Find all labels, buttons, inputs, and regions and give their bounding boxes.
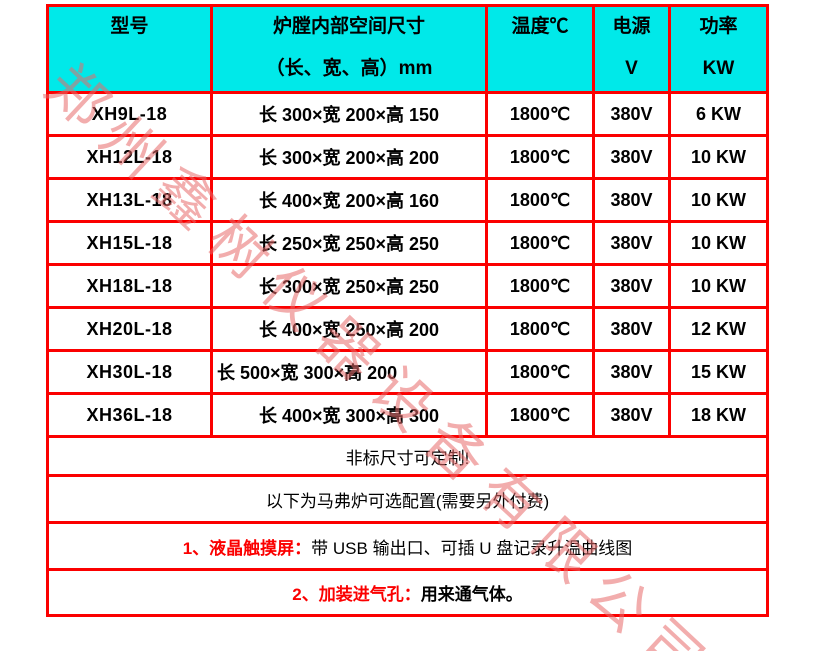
custom-size-note: 非标尺寸可定制! <box>46 435 769 477</box>
temp-cell: 1800℃ <box>485 177 595 223</box>
note-row-option2: 2、加装进气孔：用来通气体。 <box>46 568 769 617</box>
dims-cell: 长 400×宽 200×高 160 <box>210 177 488 223</box>
option2-text: 用来通气体。 <box>420 585 523 604</box>
col-header-volt: 电源 V <box>592 4 671 94</box>
dims-cell: 长 400×宽 300×高 300 <box>210 392 488 438</box>
table-row: XH36L-18 长 400×宽 300×高 300 1800℃ 380V 18… <box>46 392 769 438</box>
col-header-power: 功率 KW <box>668 4 769 94</box>
col-header-dims-line1: 炉膛内部空间尺寸 <box>272 16 425 37</box>
model-cell: XH15L-18 <box>46 220 213 266</box>
dims-cell: 长 300×宽 200×高 200 <box>210 134 488 180</box>
option1-text: 带 USB 输出口、可插 U 盘记录升温曲线图 <box>311 538 633 558</box>
volt-cell: 380V <box>592 306 671 352</box>
col-header-model-line2 <box>51 58 209 80</box>
volt-cell: 380V <box>592 220 671 266</box>
table-row: XH30L-18 长 500×宽 300×高 200 1800℃ 380V 15… <box>46 349 769 395</box>
model-cell: XH20L-18 <box>46 306 213 352</box>
temp-cell: 1800℃ <box>485 220 595 266</box>
dims-cell: 长 300×宽 250×高 250 <box>210 263 488 309</box>
option2-note: 2、加装进气孔：用来通气体。 <box>46 568 769 617</box>
temp-cell: 1800℃ <box>485 263 595 309</box>
temp-cell: 1800℃ <box>485 349 595 395</box>
model-cell: XH12L-18 <box>46 134 213 180</box>
temp-cell: 1800℃ <box>485 306 595 352</box>
volt-cell: 380V <box>592 134 671 180</box>
note-row-optional-header: 以下为马弗炉可选配置(需要另外付费) <box>46 474 769 524</box>
dims-cell: 长 250×宽 250×高 250 <box>210 220 488 266</box>
col-header-model-line1: 型号 <box>110 16 149 37</box>
table-row: XH12L-18 长 300×宽 200×高 200 1800℃ 380V 10… <box>46 134 769 180</box>
col-header-volt-line1: 电源 <box>612 16 651 37</box>
power-cell: 10 KW <box>668 263 769 309</box>
power-cell: 10 KW <box>668 134 769 180</box>
col-header-model: 型号 <box>46 4 213 94</box>
furnace-spec-table: 型号 炉膛内部空间尺寸 （长、宽、高）mm 温度℃ <box>46 4 769 617</box>
power-cell: 12 KW <box>668 306 769 352</box>
col-header-dims-line2: （长、宽、高）mm <box>265 58 433 79</box>
volt-cell: 380V <box>592 349 671 395</box>
model-cell: XH13L-18 <box>46 177 213 223</box>
col-header-temp: 温度℃ <box>485 4 595 94</box>
volt-cell: 380V <box>592 392 671 438</box>
table-row: XH18L-18 长 300×宽 250×高 250 1800℃ 380V 10… <box>46 263 769 309</box>
col-header-volt-line2: V <box>625 58 638 79</box>
spec-table-container: 型号 炉膛内部空间尺寸 （长、宽、高）mm 温度℃ <box>46 4 769 617</box>
optional-config-note: 以下为马弗炉可选配置(需要另外付费) <box>46 474 769 524</box>
note-row-custom-size: 非标尺寸可定制! <box>46 435 769 477</box>
table-row: XH13L-18 长 400×宽 200×高 160 1800℃ 380V 10… <box>46 177 769 223</box>
power-cell: 6 KW <box>668 91 769 137</box>
table-header-row: 型号 炉膛内部空间尺寸 （长、宽、高）mm 温度℃ <box>46 4 769 94</box>
note-row-option1: 1、液晶触摸屏：带 USB 输出口、可插 U 盘记录升温曲线图 <box>46 521 769 571</box>
col-header-temp-line1: 温度℃ <box>511 16 569 37</box>
table-row: XH15L-18 长 250×宽 250×高 250 1800℃ 380V 10… <box>46 220 769 266</box>
temp-cell: 1800℃ <box>485 134 595 180</box>
volt-cell: 380V <box>592 263 671 309</box>
temp-cell: 1800℃ <box>485 392 595 438</box>
option1-label: 1、液晶触摸屏： <box>182 538 312 558</box>
col-header-power-line2: KW <box>702 58 735 79</box>
power-cell: 18 KW <box>668 392 769 438</box>
model-cell: XH30L-18 <box>46 349 213 395</box>
power-cell: 15 KW <box>668 349 769 395</box>
col-header-power-line1: 功率 <box>699 16 738 37</box>
power-cell: 10 KW <box>668 220 769 266</box>
option1-note: 1、液晶触摸屏：带 USB 输出口、可插 U 盘记录升温曲线图 <box>46 521 769 571</box>
power-cell: 10 KW <box>668 177 769 223</box>
col-header-temp-line2 <box>490 58 591 80</box>
model-cell: XH9L-18 <box>46 91 213 137</box>
dims-cell: 长 400×宽 250×高 200 <box>210 306 488 352</box>
dims-cell: 长 500×宽 300×高 200 <box>210 349 488 395</box>
temp-cell: 1800℃ <box>485 91 595 137</box>
model-cell: XH36L-18 <box>46 392 213 438</box>
col-header-dims: 炉膛内部空间尺寸 （长、宽、高）mm <box>210 4 488 94</box>
volt-cell: 380V <box>592 91 671 137</box>
table-row: XH20L-18 长 400×宽 250×高 200 1800℃ 380V 12… <box>46 306 769 352</box>
table-row: XH9L-18 长 300×宽 200×高 150 1800℃ 380V 6 K… <box>46 91 769 137</box>
model-cell: XH18L-18 <box>46 263 213 309</box>
volt-cell: 380V <box>592 177 671 223</box>
dims-cell: 长 300×宽 200×高 150 <box>210 91 488 137</box>
option2-label: 2、加装进气孔： <box>292 585 421 604</box>
